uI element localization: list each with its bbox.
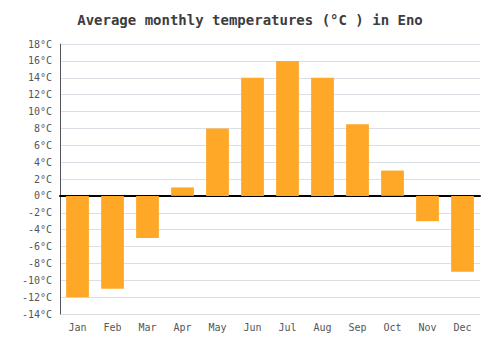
svg-text:Dec: Dec (453, 322, 471, 333)
svg-text:Nov: Nov (418, 322, 436, 333)
svg-text:Mar: Mar (138, 322, 156, 333)
svg-text:14°C: 14°C (28, 72, 52, 83)
svg-text:Jul: Jul (278, 322, 296, 333)
svg-text:6°C: 6°C (34, 140, 52, 151)
svg-text:Feb: Feb (103, 322, 121, 333)
svg-text:Aug: Aug (313, 322, 331, 333)
svg-text:18°C: 18°C (28, 39, 52, 50)
svg-text:4°C: 4°C (34, 157, 52, 168)
svg-text:Sep: Sep (348, 322, 366, 333)
svg-text:2°C: 2°C (34, 174, 52, 185)
svg-text:16°C: 16°C (28, 55, 52, 66)
svg-text:-8°C: -8°C (28, 258, 52, 269)
svg-text:May: May (208, 322, 226, 333)
svg-text:Apr: Apr (173, 322, 191, 333)
svg-text:8°C: 8°C (34, 123, 52, 134)
svg-text:-12°C: -12°C (22, 292, 52, 303)
svg-text:Average monthly temperatures (: Average monthly temperatures (°C ) in En… (77, 12, 423, 28)
svg-text:12°C: 12°C (28, 89, 52, 100)
svg-text:-10°C: -10°C (22, 275, 52, 286)
svg-text:-4°C: -4°C (28, 224, 52, 235)
svg-text:-14°C: -14°C (22, 309, 52, 320)
svg-text:10°C: 10°C (28, 106, 52, 117)
svg-text:0°C: 0°C (34, 190, 52, 201)
svg-text:-6°C: -6°C (28, 241, 52, 252)
svg-text:Oct: Oct (383, 322, 401, 333)
svg-text:Jan: Jan (68, 322, 86, 333)
svg-text:-2°C: -2°C (28, 207, 52, 218)
svg-text:Jun: Jun (243, 322, 261, 333)
